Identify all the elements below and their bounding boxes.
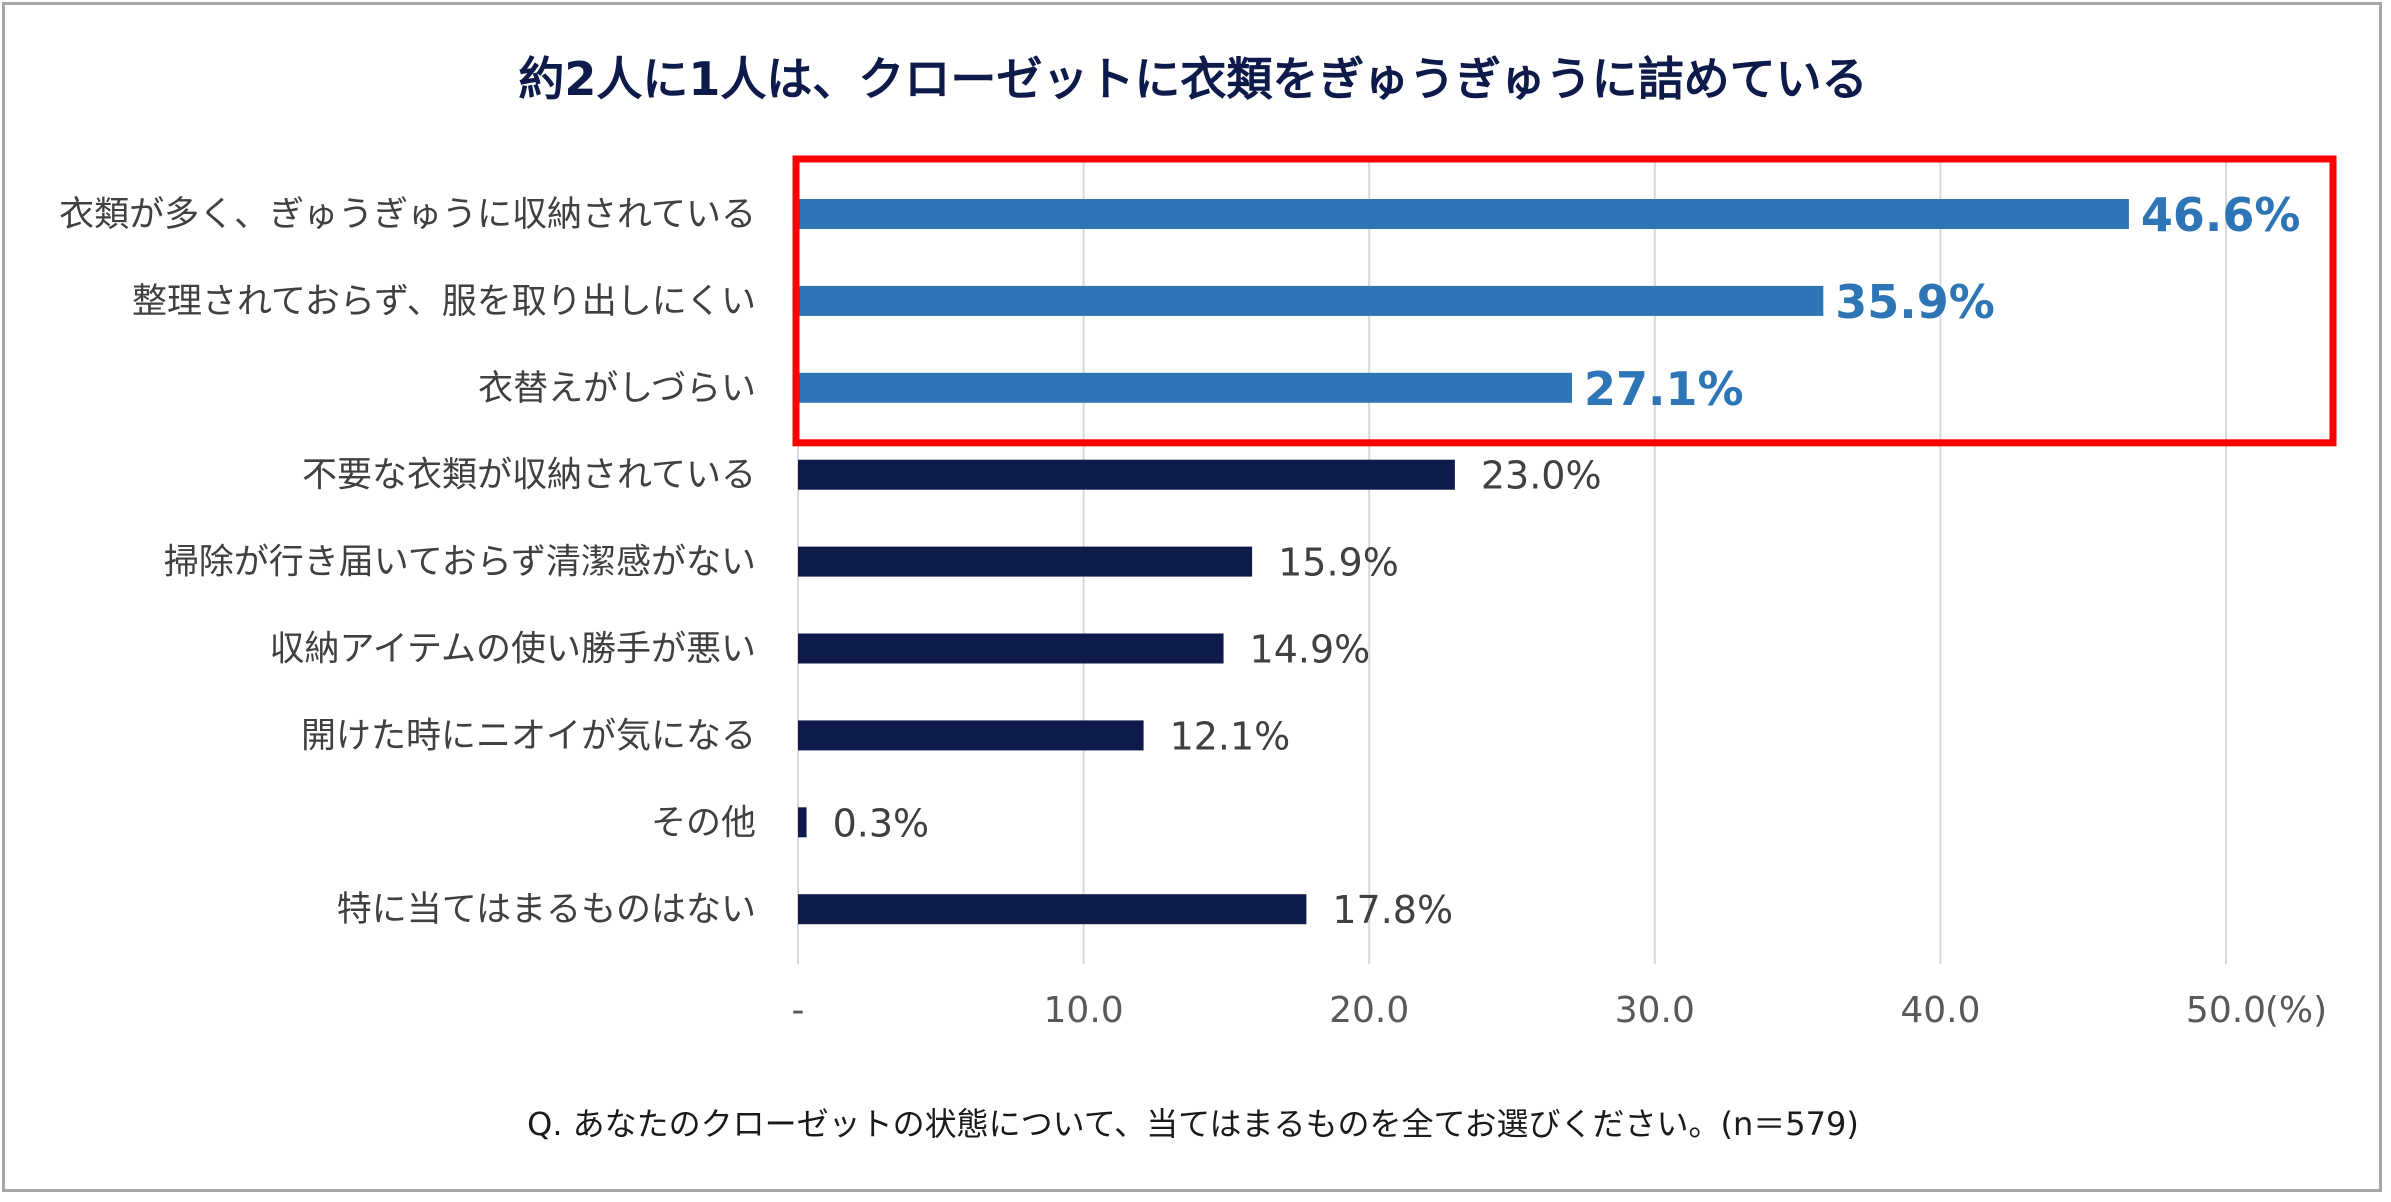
- survey-question-caption: Q. あなたのクローゼットの状態について、当てはまるものを全てお選びください。(…: [527, 1105, 1859, 1143]
- category-label: 収納アイテムの使い勝手が悪い: [269, 630, 756, 670]
- data-label: 23.0%: [1481, 454, 1602, 498]
- data-label: 27.1%: [1584, 362, 1744, 416]
- bar: [798, 199, 2129, 229]
- data-label: 35.9%: [1835, 275, 1995, 329]
- data-label: 14.9%: [1250, 628, 1371, 672]
- bar: [798, 546, 1253, 577]
- x-axis-ticks: - 10.0 20.0 30.0 40.0 50.0: [792, 990, 2267, 1031]
- data-label: 15.9%: [1278, 541, 1399, 585]
- bar: [798, 633, 1224, 664]
- bar: [798, 807, 807, 838]
- category-label: 不要な衣類が収納されている: [302, 456, 756, 496]
- x-tick-label: 40.0: [1900, 990, 1980, 1031]
- value-labels: 46.6% 35.9% 27.1% 23.0% 15.9% 14.9% 12.1% 0.3% 1…: [833, 188, 2301, 932]
- bars: [798, 199, 2129, 925]
- x-tick-label: 50.0: [2186, 990, 2266, 1031]
- highlight-box: [792, 155, 2337, 447]
- bar: [798, 894, 1307, 925]
- category-labels: 衣類が多く、ぎゅうぎゅうに収納されている整理されておらず、服を取り出しにくい衣替…: [59, 195, 756, 930]
- data-label: 46.6%: [2141, 188, 2301, 242]
- data-label: 17.8%: [1332, 888, 1453, 932]
- category-label: 衣替えがしづらい: [478, 369, 756, 409]
- category-label: 掃除が行き届いておらず清潔感がない: [164, 543, 756, 583]
- category-label: 整理されておらず、服を取り出しにくい: [132, 282, 756, 322]
- x-tick-label: 10.0: [1044, 990, 1124, 1031]
- category-label: 衣類が多く、ぎゅうぎゅうに収納されている: [59, 195, 756, 235]
- x-tick-label: 30.0: [1615, 990, 1695, 1031]
- x-axis-unit: (%): [2265, 990, 2327, 1031]
- category-label: 開けた時にニオイが気になる: [301, 716, 756, 756]
- bar: [798, 459, 1455, 490]
- x-tick-label: -: [792, 990, 805, 1031]
- category-label: その他: [651, 803, 756, 843]
- bar: [798, 372, 1572, 403]
- data-label: 0.3%: [833, 801, 930, 845]
- x-tick-label: 20.0: [1329, 990, 1409, 1031]
- data-label: 12.1%: [1170, 714, 1291, 758]
- chart-title: 約2人に1人は、クローゼットに衣類をぎゅうぎゅうに詰めている: [518, 52, 1867, 106]
- category-label: 特に当てはまるものはない: [337, 890, 756, 930]
- bar: [798, 285, 1824, 316]
- bar: [798, 720, 1144, 751]
